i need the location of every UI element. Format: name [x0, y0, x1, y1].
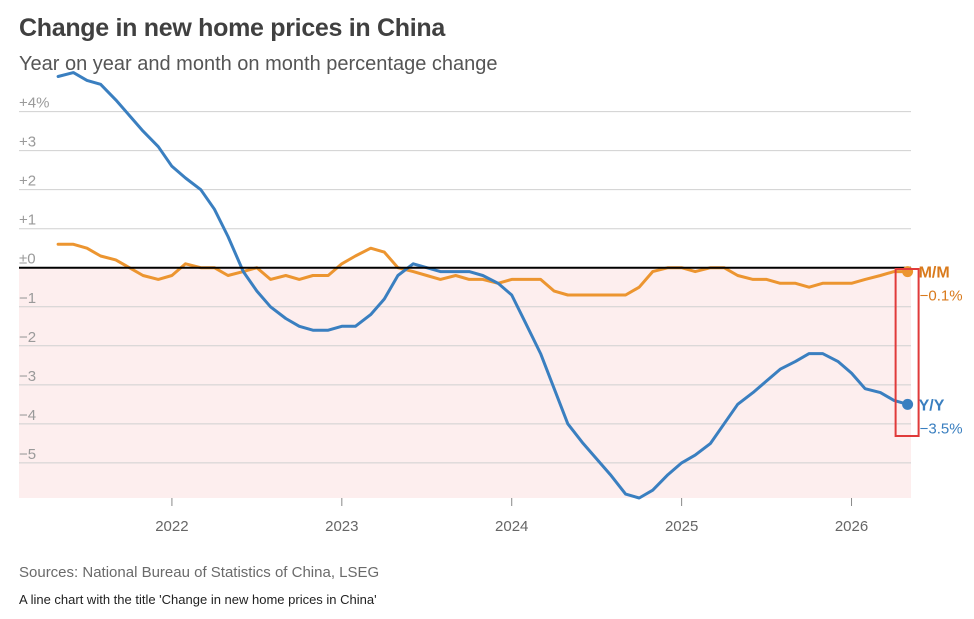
x-tick-label: 2022: [155, 518, 188, 535]
y-tick-label: +2: [19, 173, 36, 190]
alt-text-caption: A line chart with the title 'Change in n…: [19, 592, 377, 607]
source-note: Sources: National Bureau of Statistics o…: [19, 564, 380, 581]
y-tick-label: ±0: [19, 251, 36, 268]
series-line-yy: [56, 71, 910, 500]
series-end-value-yy: −3.5%: [920, 420, 963, 437]
x-tick-label: 2026: [835, 518, 868, 535]
series-end-label-yy: Y/Y: [919, 397, 945, 414]
y-tick-label: −2: [19, 329, 36, 346]
negative-region-shading: [19, 267, 911, 498]
y-tick-label: −1: [19, 290, 36, 307]
y-tick-label: −5: [19, 446, 36, 463]
y-tick-label: +4%: [19, 95, 49, 112]
y-tick-label: −4: [19, 407, 36, 424]
latest-reading-highlight-box: [894, 268, 920, 437]
chart-subtitle: Year on year and month on month percenta…: [19, 53, 498, 75]
y-tick-label: +1: [19, 212, 36, 229]
series-end-point-mm: [902, 266, 914, 278]
x-tick-label: 2025: [665, 518, 698, 535]
chart-title: Change in new home prices in China: [19, 14, 445, 42]
x-tick-label: 2023: [325, 518, 358, 535]
y-tick-label: −3: [19, 368, 36, 385]
series-end-value-mm: −0.1%: [920, 288, 963, 305]
series-end-label-mm: M/M: [919, 265, 950, 282]
series-end-point-yy: [902, 398, 914, 410]
y-tick-label: +3: [19, 134, 36, 151]
x-tick-label: 2024: [495, 518, 528, 535]
